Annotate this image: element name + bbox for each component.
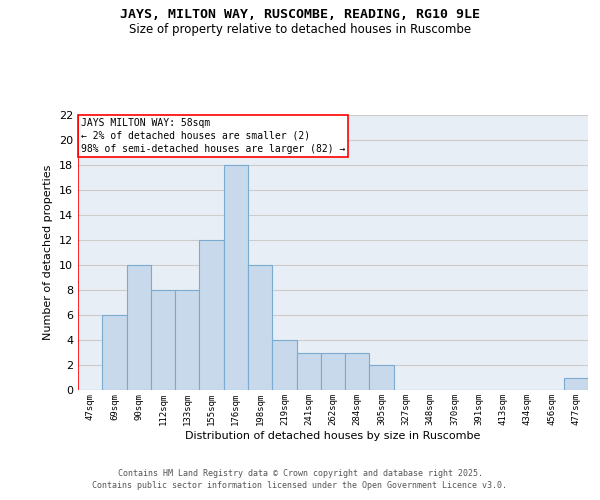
Bar bbox=[321, 352, 345, 390]
Bar bbox=[199, 240, 224, 390]
Bar bbox=[224, 165, 248, 390]
Bar bbox=[151, 290, 175, 390]
Text: Contains HM Land Registry data © Crown copyright and database right 2025.
Contai: Contains HM Land Registry data © Crown c… bbox=[92, 468, 508, 490]
Text: Size of property relative to detached houses in Ruscombe: Size of property relative to detached ho… bbox=[129, 22, 471, 36]
Bar bbox=[102, 315, 127, 390]
Bar bbox=[272, 340, 296, 390]
Bar bbox=[127, 265, 151, 390]
Text: JAYS MILTON WAY: 58sqm
← 2% of detached houses are smaller (2)
98% of semi-detac: JAYS MILTON WAY: 58sqm ← 2% of detached … bbox=[80, 118, 345, 154]
Bar bbox=[345, 352, 370, 390]
Bar bbox=[248, 265, 272, 390]
Bar bbox=[296, 352, 321, 390]
Text: JAYS, MILTON WAY, RUSCOMBE, READING, RG10 9LE: JAYS, MILTON WAY, RUSCOMBE, READING, RG1… bbox=[120, 8, 480, 20]
Y-axis label: Number of detached properties: Number of detached properties bbox=[43, 165, 53, 340]
Bar bbox=[564, 378, 588, 390]
Bar bbox=[175, 290, 199, 390]
X-axis label: Distribution of detached houses by size in Ruscombe: Distribution of detached houses by size … bbox=[185, 430, 481, 440]
Bar bbox=[370, 365, 394, 390]
